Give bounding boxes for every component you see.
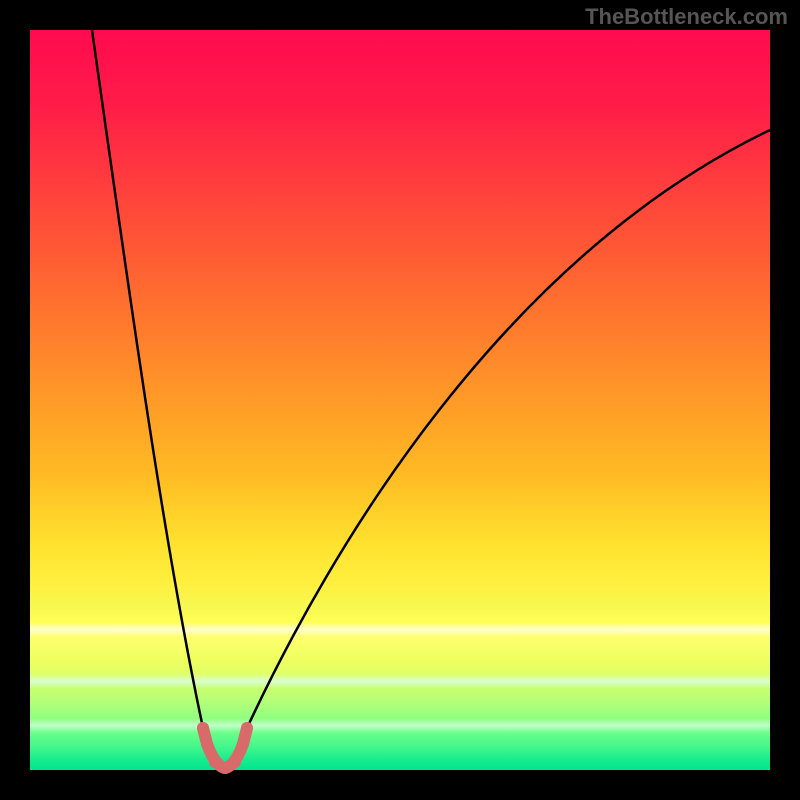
optimal-marker-bead <box>219 762 231 774</box>
chart-container: TheBottleneck.com <box>0 0 800 800</box>
optimal-marker-bead <box>237 738 249 750</box>
bottleneck-chart <box>0 0 800 800</box>
optimal-marker-bead <box>241 722 253 734</box>
optimal-marker-bead <box>197 722 209 734</box>
plot-background <box>30 30 770 770</box>
watermark-text: TheBottleneck.com <box>585 4 788 30</box>
optimal-marker-bead <box>209 756 221 768</box>
optimal-marker-bead <box>229 756 241 768</box>
optimal-marker-bead <box>201 738 213 750</box>
